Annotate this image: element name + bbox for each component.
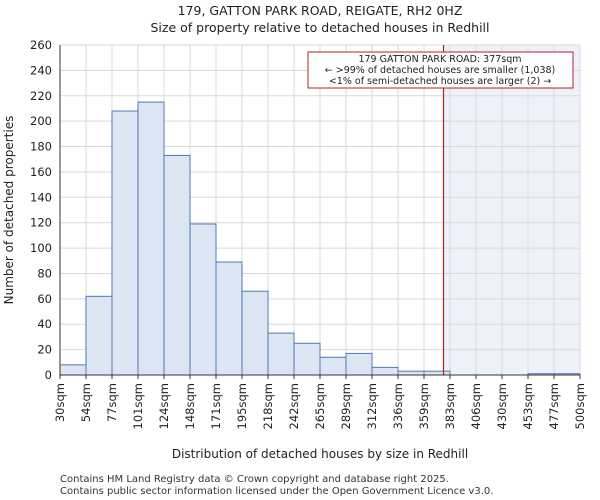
y-tick-label: 20 [37,343,52,357]
x-tick-label: 430sqm [495,383,509,429]
x-tick-label: 54sqm [79,383,93,422]
chart-title-line1: 179, GATTON PARK ROAD, REIGATE, RH2 0HZ [178,3,463,18]
y-tick-label: 60 [37,292,52,306]
x-tick-label: 218sqm [261,383,275,429]
y-tick-label: 200 [30,114,52,128]
x-tick-label: 453sqm [521,383,535,429]
footer-line1: Contains HM Land Registry data © Crown c… [60,474,449,485]
x-tick-label: 477sqm [547,383,561,429]
y-tick-label: 260 [30,38,52,52]
annotation-line3: <1% of semi-detached houses are larger (… [329,76,551,87]
annotation-box: 179 GATTON PARK ROAD: 377sqm ← >99% of d… [307,51,574,89]
annotation-line2: ← >99% of detached houses are smaller (1… [325,65,556,76]
histogram-bar [293,342,321,376]
histogram-bar [241,290,269,376]
x-tick-label: 195sqm [235,383,249,429]
y-tick-label: 100 [30,241,52,255]
histogram-bar [163,154,191,376]
x-tick-label: 336sqm [391,383,405,429]
y-tick-label: 120 [30,216,52,230]
histogram-bar [189,223,217,376]
x-tick-label: 500sqm [573,383,587,429]
histogram-bar [345,352,373,376]
y-tick-label: 220 [30,89,52,103]
x-tick-label: 148sqm [183,383,197,429]
y-tick-label: 240 [30,63,52,77]
histogram-bar [371,366,399,376]
histogram-bar [423,370,451,376]
histogram-bar [137,101,165,376]
x-tick-label: 406sqm [469,383,483,429]
y-tick-label: 80 [37,266,52,280]
x-tick-label: 289sqm [339,383,353,429]
x-tick-label: 383sqm [443,383,457,429]
y-tick-label: 40 [37,317,52,331]
chart-title-line2: Size of property relative to detached ho… [150,20,489,35]
x-tick-label: 77sqm [105,383,119,422]
x-tick-label: 312sqm [365,383,379,429]
x-tick-label: 101sqm [131,383,145,429]
histogram-bar [111,110,139,376]
y-axis-label: Number of detached properties [2,116,16,305]
x-axis-label: Distribution of detached houses by size … [172,447,468,461]
annotation-line1: 179 GATTON PARK ROAD: 377sqm [358,54,521,65]
histogram-bar [85,295,113,376]
y-tick-label: 0 [45,368,52,382]
footer-line2: Contains public sector information licen… [60,486,493,497]
x-tick-label: 124sqm [157,383,171,429]
x-tick-label: 171sqm [209,383,223,429]
shaded-region-above-marker [443,45,580,375]
x-tick-label: 30sqm [53,383,67,422]
y-tick-label: 140 [30,190,52,204]
histogram-bar [319,356,347,376]
x-tick-label: 359sqm [417,383,431,429]
histogram-bar [215,261,243,376]
histogram-bar [397,370,425,376]
y-tick-label: 160 [30,165,52,179]
histogram-bar [59,364,87,376]
x-tick-label: 242sqm [287,383,301,429]
histogram-bar [267,332,295,376]
x-tick-label: 265sqm [313,383,327,429]
y-tick-label: 180 [30,140,52,154]
